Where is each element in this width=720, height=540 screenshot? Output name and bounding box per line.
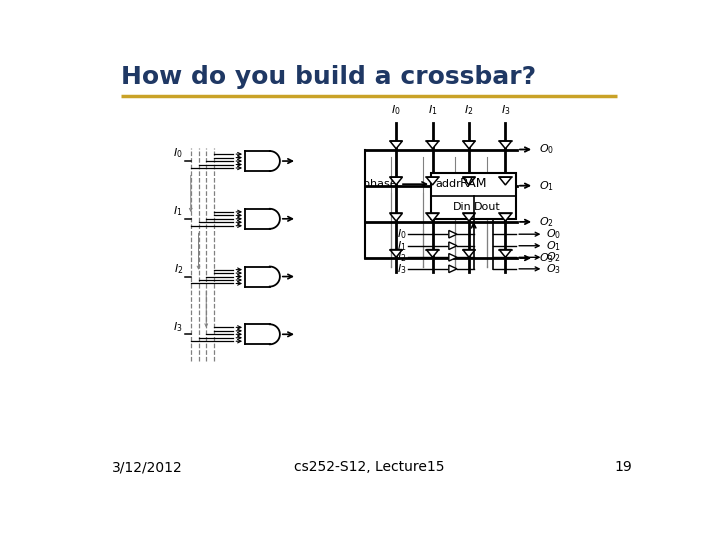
- Polygon shape: [463, 141, 475, 148]
- Text: $O_2$: $O_2$: [539, 215, 554, 229]
- Polygon shape: [449, 253, 457, 261]
- Polygon shape: [426, 213, 438, 221]
- Text: $I_1$: $I_1$: [174, 204, 183, 218]
- Text: $I_0$: $I_0$: [397, 227, 406, 241]
- Polygon shape: [390, 177, 402, 185]
- Text: $O_1$: $O_1$: [546, 239, 561, 253]
- Text: $I_3$: $I_3$: [397, 262, 406, 276]
- Polygon shape: [390, 213, 402, 221]
- Polygon shape: [449, 242, 457, 249]
- Text: $I_1$: $I_1$: [428, 103, 437, 117]
- Polygon shape: [449, 265, 457, 273]
- Text: $O_3$: $O_3$: [546, 262, 561, 276]
- Text: $O_2$: $O_2$: [546, 251, 561, 264]
- Text: 19: 19: [615, 461, 632, 475]
- Text: $I_2$: $I_2$: [174, 262, 183, 276]
- Polygon shape: [390, 249, 402, 257]
- Text: Dout: Dout: [474, 202, 500, 212]
- Text: $I_3$: $I_3$: [174, 320, 183, 334]
- Polygon shape: [499, 213, 512, 221]
- Text: How do you build a crossbar?: How do you build a crossbar?: [121, 65, 536, 90]
- Text: $I_2$: $I_2$: [464, 103, 474, 117]
- Text: $O_3$: $O_3$: [539, 251, 554, 265]
- Text: addr: addr: [435, 179, 461, 189]
- Polygon shape: [426, 141, 438, 148]
- Text: $O_0$: $O_0$: [546, 227, 561, 241]
- Bar: [431, 173, 516, 219]
- Text: $I_3$: $I_3$: [500, 103, 510, 117]
- Text: $O_0$: $O_0$: [539, 143, 554, 157]
- Text: 3/12/2012: 3/12/2012: [112, 461, 182, 475]
- Text: Din: Din: [453, 202, 472, 212]
- Text: $O_1$: $O_1$: [539, 179, 554, 193]
- Polygon shape: [449, 231, 457, 238]
- Polygon shape: [499, 141, 512, 148]
- Polygon shape: [463, 249, 475, 257]
- Text: $I_0$: $I_0$: [174, 146, 183, 160]
- Text: $I_1$: $I_1$: [397, 239, 406, 253]
- Polygon shape: [426, 249, 438, 257]
- Text: $I_0$: $I_0$: [391, 103, 401, 117]
- Polygon shape: [426, 177, 438, 185]
- Polygon shape: [463, 213, 475, 221]
- Polygon shape: [499, 177, 512, 185]
- Text: phase: phase: [364, 179, 397, 189]
- Polygon shape: [463, 177, 475, 185]
- Polygon shape: [499, 249, 512, 257]
- Text: RAM: RAM: [460, 177, 487, 190]
- Text: cs252-S12, Lecture15: cs252-S12, Lecture15: [294, 461, 444, 475]
- Text: $I_2$: $I_2$: [397, 251, 406, 264]
- Polygon shape: [390, 141, 402, 148]
